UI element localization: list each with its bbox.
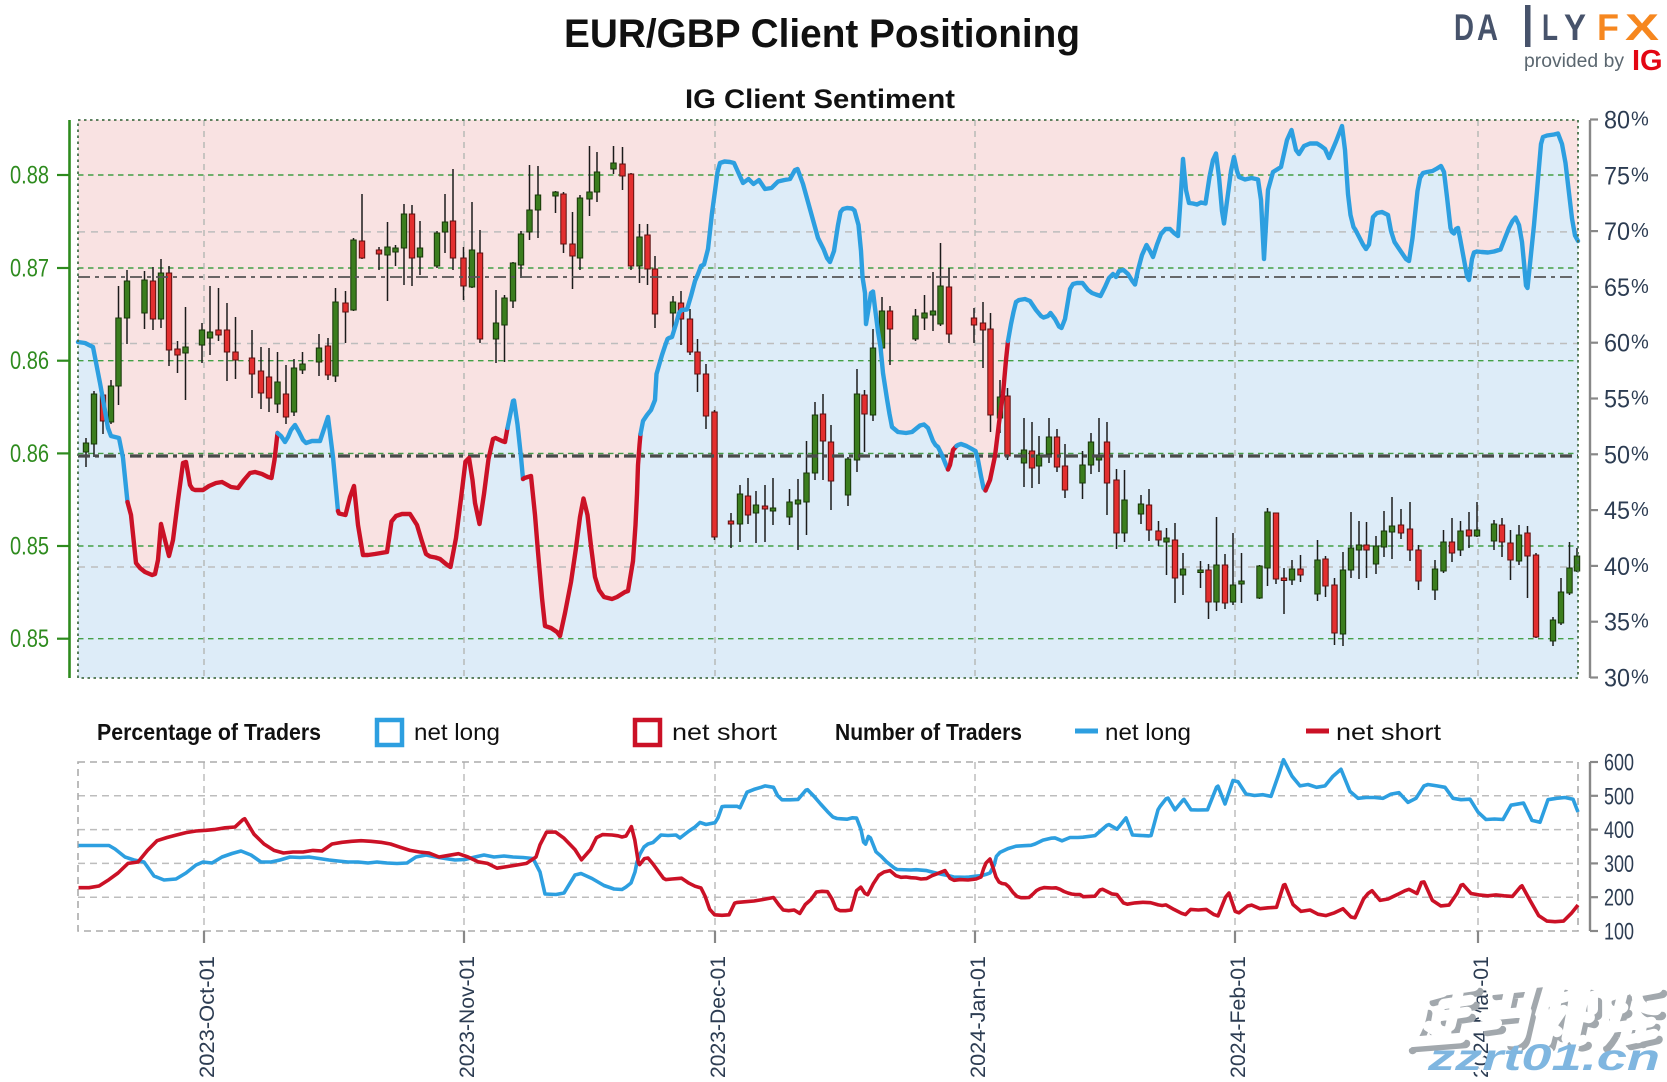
svg-text:2024-Jan-01: 2024-Jan-01: [967, 956, 990, 1078]
svg-text:Y: Y: [1564, 7, 1586, 48]
svg-text:%: %: [1631, 499, 1649, 521]
svg-text:300: 300: [1604, 851, 1634, 878]
svg-text:net long: net long: [1105, 719, 1191, 745]
svg-text:%: %: [1631, 220, 1649, 242]
svg-text:net long: net long: [414, 719, 500, 745]
svg-text:600: 600: [1604, 750, 1634, 777]
svg-text:70: 70: [1604, 218, 1630, 246]
svg-text:A: A: [1477, 7, 1498, 48]
svg-text:%: %: [1631, 276, 1649, 298]
svg-text:%: %: [1631, 611, 1649, 633]
svg-text:55: 55: [1604, 386, 1630, 414]
svg-text:45: 45: [1604, 497, 1630, 525]
svg-text:35: 35: [1604, 609, 1630, 637]
svg-text:%: %: [1631, 667, 1649, 689]
svg-text:provided by: provided by: [1524, 51, 1625, 72]
svg-text:L: L: [1542, 7, 1558, 48]
svg-text:zzrt01.cn: zzrt01.cn: [1430, 1039, 1663, 1080]
svg-text:zzrt01.cn: zzrt01.cn: [1427, 1037, 1660, 1078]
svg-text:Number of Traders: Number of Traders: [835, 719, 1022, 745]
svg-text:X: X: [1625, 7, 1659, 48]
svg-text:75: 75: [1604, 162, 1630, 190]
svg-text:%: %: [1631, 332, 1649, 354]
svg-text:2024-Feb-01: 2024-Feb-01: [1227, 956, 1250, 1078]
svg-text:0.85: 0.85: [10, 625, 49, 653]
svg-text:0.86: 0.86: [10, 347, 49, 375]
svg-text:%: %: [1631, 164, 1649, 186]
svg-text:F: F: [1597, 7, 1619, 48]
svg-text:40: 40: [1604, 553, 1630, 581]
svg-text:500: 500: [1604, 783, 1634, 810]
svg-text:2023-Dec-01: 2023-Dec-01: [707, 956, 730, 1078]
svg-text:%: %: [1631, 109, 1649, 131]
svg-text:%: %: [1631, 388, 1649, 410]
svg-text:2023-Oct-01: 2023-Oct-01: [196, 956, 219, 1078]
svg-text:Percentage of Traders: Percentage of Traders: [97, 719, 321, 745]
svg-text:2023-Nov-01: 2023-Nov-01: [456, 956, 479, 1078]
svg-text:400: 400: [1604, 817, 1634, 844]
svg-text:200: 200: [1604, 885, 1634, 912]
svg-text:0.87: 0.87: [10, 255, 49, 283]
svg-text:D: D: [1454, 7, 1474, 48]
svg-text:0.86: 0.86: [10, 440, 49, 468]
svg-text:IG Client Sentiment: IG Client Sentiment: [685, 84, 955, 114]
svg-text:EUR/GBP Client Positioning: EUR/GBP Client Positioning: [564, 12, 1080, 56]
svg-text:%: %: [1631, 555, 1649, 577]
svg-text:65: 65: [1604, 274, 1630, 302]
svg-text:80: 80: [1604, 107, 1630, 135]
svg-text:0.85: 0.85: [10, 533, 49, 561]
svg-text:%: %: [1631, 443, 1649, 465]
svg-text:net short: net short: [1336, 719, 1442, 745]
svg-text:100: 100: [1604, 919, 1634, 946]
svg-text:net short: net short: [672, 719, 778, 745]
svg-text:30: 30: [1604, 665, 1630, 693]
svg-text:IG: IG: [1632, 45, 1663, 77]
svg-text:50: 50: [1604, 441, 1630, 469]
svg-text:60: 60: [1604, 330, 1630, 358]
svg-text:0.88: 0.88: [10, 162, 49, 190]
